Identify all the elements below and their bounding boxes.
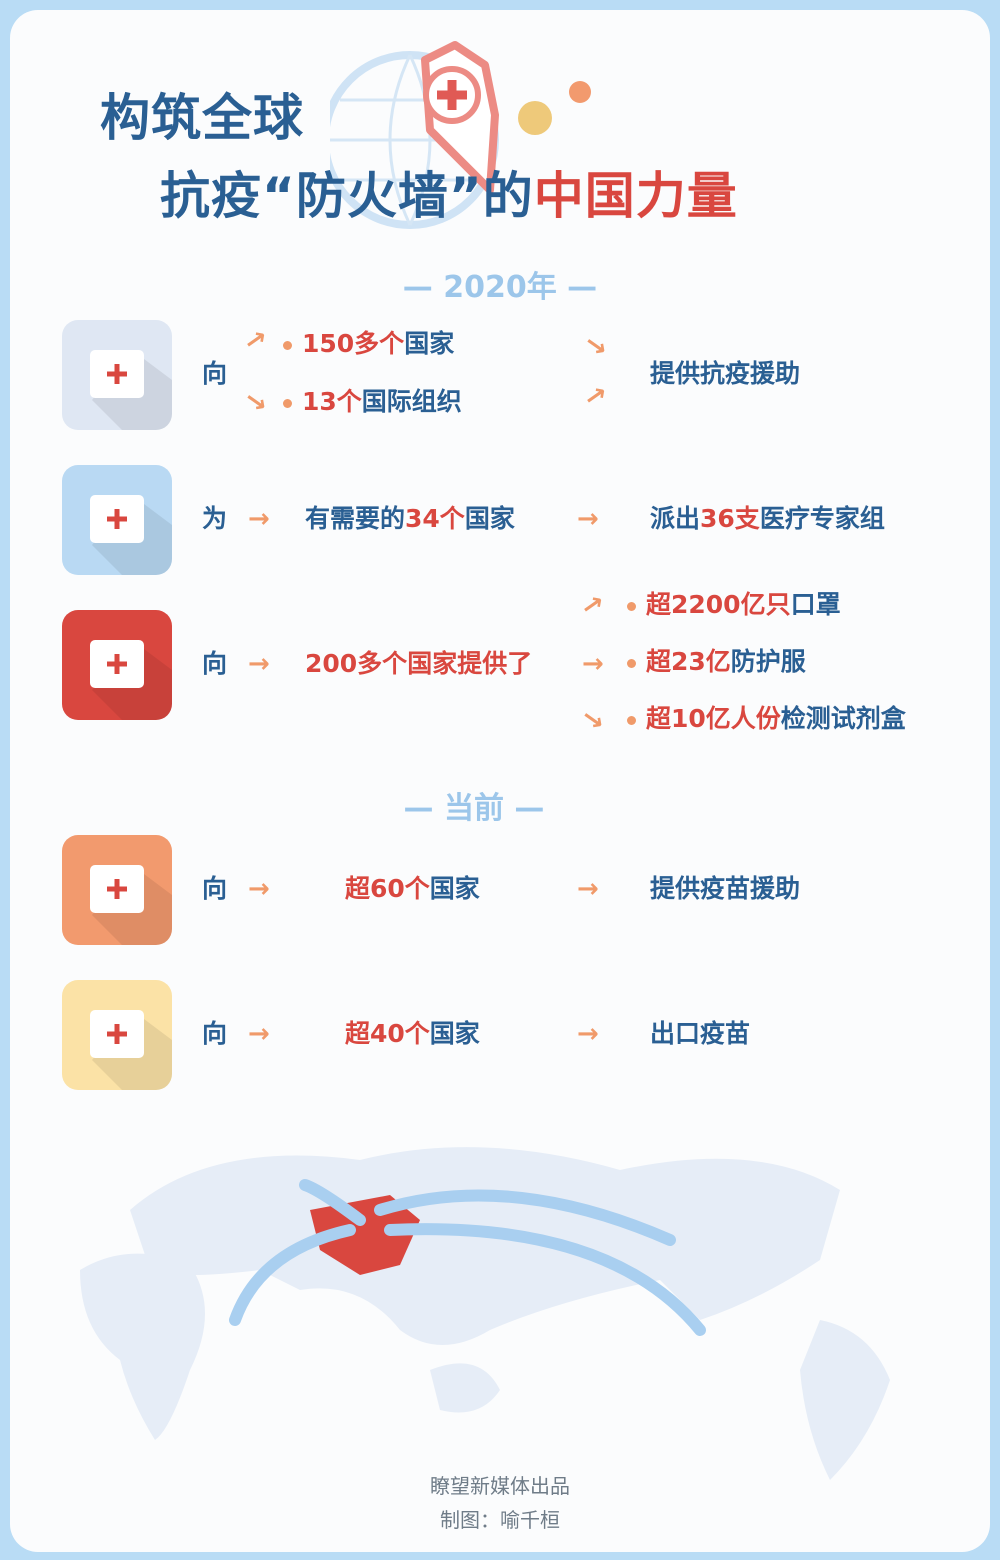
title-line-1: 构筑全球 <box>100 89 304 147</box>
targets-segment: 国际组织 <box>361 387 462 416</box>
results-segment: 检测试剂盒 <box>780 704 906 733</box>
targets-segment: 34个 <box>405 504 465 533</box>
targets-segment: 国家 <box>429 1019 480 1048</box>
results-text: 派出36支医疗专家组 <box>650 504 885 534</box>
results-text: 超23亿防护服 <box>627 647 806 677</box>
results-segment: 医疗专家组 <box>759 504 885 533</box>
section-current: — 当前 — <box>403 791 545 826</box>
designer-credit: 制图：喻千桓 <box>440 1508 560 1532</box>
bullet-dot <box>627 715 636 725</box>
bullet-dot <box>627 601 636 611</box>
targets-text: 超40个国家 <box>345 1019 480 1049</box>
targets-text: 有需要的34个国家 <box>305 504 515 534</box>
arrow-icon: → <box>248 504 270 534</box>
targets-segment: 国家 <box>464 504 515 533</box>
world-map-illustration <box>80 1147 890 1480</box>
results-text: 提供抗疫援助 <box>650 359 800 389</box>
targets-segment: 有需要的 <box>305 504 406 533</box>
results-segment: 超2200亿只 <box>646 590 791 619</box>
arrow-icon: → <box>577 504 599 534</box>
lead-word: 向 <box>202 359 228 388</box>
results-text: 超10亿人份检测试剂盒 <box>627 704 906 734</box>
targets-text: 13个国际组织 <box>283 387 462 417</box>
arrow-icon: → <box>248 1019 270 1049</box>
ambulance-icon <box>62 980 172 1090</box>
results-segment: 超23亿 <box>646 647 731 676</box>
results-segment: 防护服 <box>730 647 806 676</box>
title-line-2: 抗疫“防火墙”的中国力量 <box>160 156 738 228</box>
targets-segment: 13个 <box>302 387 362 416</box>
results-text: 超2200亿只口罩 <box>627 590 841 620</box>
title-highlight: 中国力量 <box>533 167 738 225</box>
bullet-dot <box>283 340 292 350</box>
medical-team-icon <box>62 465 172 575</box>
targets-segment: 150多个 <box>302 329 405 358</box>
arrow-icon: → <box>577 874 599 904</box>
section-2020: — 2020年 — <box>402 270 598 305</box>
arrow-icon: → <box>248 874 270 904</box>
results-segment: 派出 <box>650 504 701 533</box>
face-mask-icon <box>62 610 172 720</box>
targets-segment: 200多个 <box>305 649 408 678</box>
syringe-icon <box>62 835 172 945</box>
targets-segment: 国家提供了 <box>407 649 533 678</box>
medical-kit-icon <box>62 320 172 430</box>
arrow-icon: → <box>577 1019 599 1049</box>
bullet-dot <box>627 658 636 668</box>
arrow-icon: → <box>582 649 604 679</box>
lead-word: 向 <box>202 649 228 678</box>
targets-segment: 国家 <box>404 329 455 358</box>
targets-text: 200多个国家提供了 <box>305 649 532 679</box>
targets-segment: 国家 <box>429 874 480 903</box>
title-part: 抗疫“防火墙”的 <box>160 167 534 225</box>
lead-word: 为 <box>202 504 228 533</box>
producer-credit: 瞭望新媒体出品 <box>430 1474 570 1498</box>
globe-shield-illustration <box>330 41 591 229</box>
results-text: 提供疫苗援助 <box>650 874 800 904</box>
results-text: 出口疫苗 <box>650 1019 750 1049</box>
arrow-icon: → <box>248 649 270 679</box>
bullet-dot <box>283 398 292 408</box>
results-segment: 出口疫苗 <box>650 1019 751 1048</box>
results-segment: 口罩 <box>790 590 841 619</box>
targets-text: 150多个国家 <box>283 329 454 359</box>
targets-segment: 超60个 <box>345 874 430 903</box>
targets-segment: 超40个 <box>345 1019 430 1048</box>
targets-text: 超60个国家 <box>345 874 480 904</box>
results-segment: 36支 <box>700 504 760 533</box>
lead-word: 向 <box>202 874 228 903</box>
results-segment: 提供抗疫援助 <box>650 359 801 388</box>
results-segment: 提供疫苗援助 <box>650 874 801 903</box>
lead-word: 向 <box>202 1019 228 1048</box>
results-segment: 超10亿人份 <box>646 704 781 733</box>
